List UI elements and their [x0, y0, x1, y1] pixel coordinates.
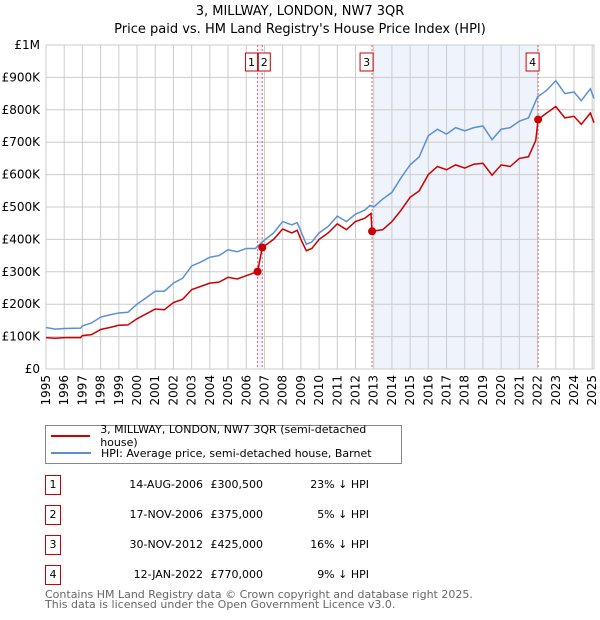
sale-date: 14-AUG-2006	[129, 478, 203, 491]
x-tick-label: 2017	[440, 375, 454, 406]
sale-label: 3	[363, 56, 370, 69]
y-tick-label: £200K	[2, 297, 42, 311]
sale-price: £300,500	[210, 478, 264, 491]
footer-line: Contains HM Land Registry data © Crown c…	[45, 588, 473, 601]
x-tick-label: 2023	[549, 375, 563, 406]
x-tick-label: 2011	[330, 375, 344, 406]
sale-row: 3 30-NOV-2012 £425,000 16% ↓ HPI	[45, 535, 375, 555]
sale-row: 2 17-NOV-2006 £375,000 5% ↓ HPI	[45, 505, 375, 525]
legend-line-blue	[51, 452, 91, 454]
x-tick-label: 2004	[203, 375, 217, 406]
legend-label: HPI: Average price, semi-detached house,…	[101, 446, 372, 460]
sale-row: 4 12-JAN-2022 £770,000 9% ↓ HPI	[45, 565, 375, 585]
sale-point	[258, 243, 267, 252]
sale-hpi-diff: 16% ↓ HPI	[310, 538, 369, 551]
sale-date: 17-NOV-2006	[129, 508, 203, 521]
sale-number: 2	[45, 505, 61, 525]
series-line	[45, 105, 595, 339]
sale-hpi-diff: 9% ↓ HPI	[317, 568, 369, 581]
sale-hpi-diff: 5% ↓ HPI	[317, 508, 369, 521]
price-chart: £0 £100K £200K £300K £400K £500K £600K £700K £80…	[2, 38, 600, 406]
sale-label: 2	[261, 56, 268, 69]
x-tick-label: 2025	[585, 375, 599, 406]
legend: 3, MILLWAY, LONDON, NW7 3QR (semi-detach…	[45, 423, 402, 464]
x-tick-label: 2000	[130, 375, 144, 406]
x-tick-label: 1995	[39, 375, 53, 406]
y-tick-label: £900K	[2, 70, 42, 84]
x-tick-label: 2001	[148, 375, 162, 406]
sale-label: 4	[529, 56, 536, 69]
x-tick-label: 1997	[75, 375, 89, 406]
sale-price: £770,000	[210, 568, 264, 581]
x-tick-label: 2003	[185, 375, 199, 406]
y-tick-label: £100K	[2, 330, 42, 344]
x-tick-label: 2015	[403, 375, 417, 406]
x-tick-label: 2019	[476, 375, 490, 406]
chart-title: 3, MILLWAY, LONDON, NW7 3QR	[195, 4, 405, 19]
sale-point	[368, 227, 377, 236]
sale-label-box	[245, 52, 259, 72]
plot-border	[45, 44, 595, 370]
sale-number: 4	[45, 565, 61, 585]
series-line	[45, 79, 595, 330]
x-tick-label: 2009	[294, 375, 308, 406]
x-tick-label: 1996	[57, 375, 71, 406]
x-tick-label: 2014	[385, 375, 399, 406]
x-tick-label: 2008	[276, 375, 290, 406]
y-tick-label: £400K	[2, 232, 42, 246]
sale-price: £375,000	[210, 508, 264, 521]
x-tick-label: 2013	[367, 375, 381, 406]
y-tick-label: £600K	[2, 168, 42, 182]
y-tick-label: £700K	[2, 135, 42, 149]
sale-row: 1 14-AUG-2006 £300,500 23% ↓ HPI	[45, 475, 375, 495]
chart-subtitle: Price paid vs. HM Land Registry's House …	[114, 22, 486, 37]
x-tick-label: 1999	[112, 375, 126, 406]
legend-item-hpi: HPI: Average price, semi-detached house,…	[51, 445, 372, 461]
sale-number: 1	[45, 475, 61, 495]
sale-label-box	[359, 52, 374, 72]
x-tick-label: 2012	[349, 375, 363, 406]
sale-label-box	[525, 52, 540, 72]
y-tick-label: £800K	[2, 103, 42, 117]
y-tick-label: £500K	[2, 200, 42, 214]
sale-date: 30-NOV-2012	[129, 538, 203, 551]
sale-label: 1	[248, 56, 255, 69]
x-tick-label: 2018	[458, 375, 472, 406]
x-tick-label: 2010	[312, 375, 326, 406]
x-tick-label: 2022	[531, 375, 545, 406]
sale-price: £425,000	[210, 538, 264, 551]
y-tick-label: £300K	[2, 265, 42, 279]
x-tick-label: 2016	[421, 375, 435, 406]
x-tick-label: 1998	[94, 375, 108, 406]
x-tick-label: 2024	[567, 375, 581, 406]
sale-date: 12-JAN-2022	[133, 568, 203, 581]
sale-point	[534, 115, 543, 124]
sale-hpi-diff: 23% ↓ HPI	[310, 478, 369, 491]
x-tick-label: 2002	[166, 375, 180, 406]
legend-label: 3, MILLWAY, LONDON, NW7 3QR (semi-detach…	[100, 423, 367, 449]
sale-number: 3	[45, 535, 61, 555]
footer: Contains HM Land Registry data © Crown c…	[45, 588, 473, 611]
x-tick-label: 2007	[257, 375, 271, 406]
sale-label-box	[257, 52, 271, 72]
legend-line-red	[51, 435, 91, 437]
x-tick-label: 2020	[494, 375, 508, 406]
y-tick-label: £0	[25, 362, 40, 376]
footer-line: This data is licensed under the Open Gov…	[45, 598, 396, 611]
y-tick-label: £1M	[14, 38, 40, 52]
x-tick-label: 2006	[239, 375, 253, 406]
x-tick-label: 2021	[512, 375, 526, 406]
sale-point	[253, 267, 262, 276]
x-tick-label: 2005	[221, 375, 235, 406]
legend-item-property: 3, MILLWAY, LONDON, NW7 3QR (semi-detach…	[51, 423, 401, 449]
